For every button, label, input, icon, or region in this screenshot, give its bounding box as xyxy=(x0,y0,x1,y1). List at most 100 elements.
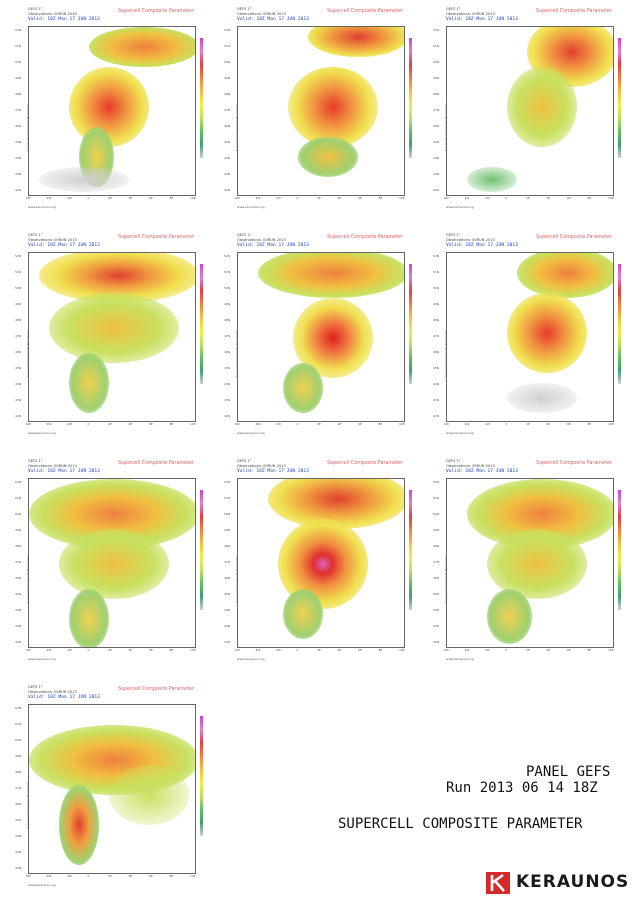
lat-tick-label: 47N xyxy=(433,108,440,112)
panel-title: Supercell Composite Parameter xyxy=(536,235,612,240)
panel-valid: Valid: 18Z Mon 17 JUN 2013 xyxy=(28,17,100,22)
lat-tick-label: 45N xyxy=(15,818,22,822)
colorbar xyxy=(200,38,203,158)
panel-footer: www.keraunos.org xyxy=(237,657,265,661)
lat-tick-label: 49N xyxy=(433,528,440,532)
lon-tick-label: 8E xyxy=(169,196,174,200)
panel-run: Observations: 00RUN 2013 xyxy=(446,464,495,468)
lat-tick-label: 44N xyxy=(15,382,22,386)
map-area xyxy=(237,26,405,196)
summary-run: Run 2013 06 14 18Z xyxy=(446,780,598,796)
lat-tick-label: 51N xyxy=(433,496,440,500)
panel-valid: Valid: 18Z Mon 17 JUN 2013 xyxy=(237,243,309,248)
lat-tick-label: 43N xyxy=(433,624,440,628)
lon-tick-label: 0 xyxy=(87,196,90,200)
lat-tick-label: 52N xyxy=(15,480,22,484)
lat-tick-label: 44N xyxy=(224,608,231,612)
panel-run: Observations: 00RUN 2013 xyxy=(446,238,495,242)
lat-tick-label: 45N xyxy=(433,140,440,144)
lon-tick-label: 8E xyxy=(378,196,383,200)
lon-tick-label: 10E xyxy=(399,648,405,652)
lat-tick-label: 43N xyxy=(15,172,22,176)
lat-tick-label: 50N xyxy=(433,60,440,64)
lon-tick-label: 6E xyxy=(358,648,362,652)
lon-tick-label: 2W xyxy=(67,648,72,652)
colorbar xyxy=(200,264,203,384)
panel-model: GEFS 1° xyxy=(237,233,252,237)
panel-model: GEFS 1° xyxy=(28,7,43,11)
colorbar-label: Supercell Composite Parameter xyxy=(26,103,30,151)
lon-tick-label: 10E xyxy=(190,422,196,426)
lon-tick-label: 4W xyxy=(46,648,52,652)
lat-tick-label: 46N xyxy=(15,124,22,128)
lon-tick-label: 6E xyxy=(149,196,153,200)
lat-tick-label: 49N xyxy=(15,302,22,306)
colorbar-label: Supercell Composite Parameter xyxy=(444,555,448,603)
panel-footer: www.keraunos.org xyxy=(446,205,474,209)
lat-tick-label: 45N xyxy=(15,366,22,370)
lon-tick-label: 0 xyxy=(505,648,508,652)
map-panel-10: GEFS 1° Observations: 00RUN 2013 Valid: … xyxy=(14,682,210,894)
lat-tick-label: 52N xyxy=(224,28,231,32)
colorbar-label: Supercell Composite Parameter xyxy=(444,103,448,151)
map-panel-1: GEFS 1° Observations: 00RUN 2013 Valid: … xyxy=(14,4,210,216)
lat-tick-label: 48N xyxy=(433,92,440,96)
lon-tick-label: 6W xyxy=(26,648,31,652)
lon-tick-label: 10E xyxy=(190,874,196,878)
lat-tick-label: 42N xyxy=(15,866,22,870)
lon-tick-label: 4W xyxy=(46,422,52,426)
lon-tick-label: 2E xyxy=(317,196,321,200)
lat-tick-label: 52N xyxy=(433,254,440,258)
lon-tick-label: 6W xyxy=(444,196,449,200)
lat-tick-label: 48N xyxy=(15,544,22,548)
lon-tick-label: 2W xyxy=(276,422,281,426)
lat-tick-label: 48N xyxy=(15,318,22,322)
panel-valid: Valid: 18Z Mon 17 JUN 2013 xyxy=(28,243,100,248)
summary-heading: PANEL GEFS xyxy=(526,764,611,780)
lon-tick-label: 4E xyxy=(128,196,133,200)
map-area xyxy=(237,252,405,422)
lat-tick-label: 48N xyxy=(15,770,22,774)
lat-tick-label: 42N xyxy=(224,188,231,192)
lon-tick-label: 10E xyxy=(190,648,196,652)
panel-run: Observations: 00RUN 2013 xyxy=(237,238,286,242)
lat-tick-label: 45N xyxy=(224,592,231,596)
lat-tick-label: 50N xyxy=(433,286,440,290)
colorbar-label: Supercell Composite Parameter xyxy=(26,781,30,829)
lat-tick-label: 47N xyxy=(15,334,22,338)
panel-valid: Valid: 18Z Mon 17 JUN 2013 xyxy=(28,695,100,700)
colorbar xyxy=(618,490,621,610)
lat-tick-label: 44N xyxy=(433,382,440,386)
panel-run: Observations: 00RUN 2013 xyxy=(28,464,77,468)
lon-tick-label: 10E xyxy=(608,196,614,200)
lat-tick-label: 47N xyxy=(433,334,440,338)
lat-tick-label: 44N xyxy=(224,156,231,160)
lat-tick-label: 43N xyxy=(224,172,231,176)
lat-tick-label: 48N xyxy=(433,544,440,548)
colorbar xyxy=(200,490,203,610)
panel-title: Supercell Composite Parameter xyxy=(118,687,194,692)
panel-model: GEFS 1° xyxy=(446,459,461,463)
lon-tick-label: 2W xyxy=(485,648,490,652)
lat-tick-label: 51N xyxy=(15,44,22,48)
lat-tick-label: 48N xyxy=(224,92,231,96)
lat-tick-label: 46N xyxy=(224,350,231,354)
lon-tick-label: 4W xyxy=(464,196,470,200)
lat-tick-label: 48N xyxy=(15,92,22,96)
panel-footer: www.keraunos.org xyxy=(28,205,56,209)
colorbar xyxy=(618,38,621,158)
panel-run: Observations: 00RUN 2013 xyxy=(237,12,286,16)
panel-model: GEFS 1° xyxy=(28,685,43,689)
lat-tick-label: 49N xyxy=(224,302,231,306)
colorbar-label: Supercell Composite Parameter xyxy=(26,329,30,377)
lat-tick-label: 49N xyxy=(224,76,231,80)
colorbar xyxy=(200,716,203,836)
map-panel-2: GEFS 1° Observations: 00RUN 2013 Valid: … xyxy=(223,4,419,216)
map-panel-5: GEFS 1° Observations: 00RUN 2013 Valid: … xyxy=(223,230,419,442)
lat-tick-label: 47N xyxy=(433,560,440,564)
panel-footer: www.keraunos.org xyxy=(237,431,265,435)
panel-model: GEFS 1° xyxy=(237,7,252,11)
lat-tick-label: 52N xyxy=(15,28,22,32)
lon-tick-label: 8E xyxy=(587,422,592,426)
lon-tick-label: 8E xyxy=(587,196,592,200)
